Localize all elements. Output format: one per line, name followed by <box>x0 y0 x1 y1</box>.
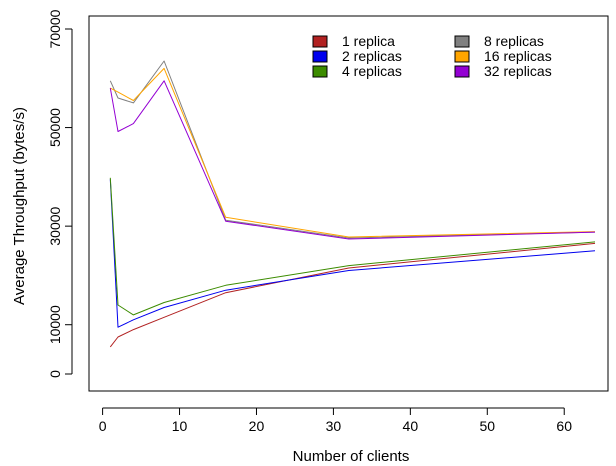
plot-frame <box>88 15 609 392</box>
legend-label: 8 replicas <box>484 33 544 49</box>
legend-swatch <box>312 35 328 48</box>
legend-swatch <box>454 50 470 63</box>
y-axis: 0 10000 30000 50000 70000 <box>47 9 73 378</box>
legend-swatch <box>454 35 470 48</box>
x-tick-label: 30 <box>326 418 342 434</box>
series-line-0 <box>109 242 596 348</box>
y-tick-label: 30000 <box>47 206 63 245</box>
series-line-4 <box>110 67 596 238</box>
x-tick-label: 10 <box>172 418 188 434</box>
series-lines <box>109 60 596 348</box>
legend-swatch <box>454 65 470 78</box>
legend-swatch <box>312 50 328 63</box>
series-line-1 <box>109 179 596 328</box>
y-tick-label: 10000 <box>47 305 63 344</box>
legend-label: 32 replicas <box>484 63 552 79</box>
y-axis-label: Average Throughput (bytes/s) <box>11 107 28 305</box>
legend-swatch <box>312 65 328 78</box>
x-tick-label: 20 <box>249 418 265 434</box>
legend-label: 16 replicas <box>484 48 552 64</box>
y-tick-label: 50000 <box>47 108 63 147</box>
series-line-3 <box>109 60 596 239</box>
x-tick-label: 50 <box>479 418 495 434</box>
y-tick-label: 0 <box>47 370 63 378</box>
x-tick-label: 60 <box>556 418 572 434</box>
x-axis-label: Number of clients <box>293 448 410 465</box>
x-tick-label: 0 <box>99 418 107 434</box>
x-tick-label: 40 <box>403 418 419 434</box>
x-axis: 0 10 20 30 40 50 60 <box>99 407 572 434</box>
legend-label: 1 replica <box>342 33 395 49</box>
series-line-2 <box>109 177 596 316</box>
legend-label: 4 replicas <box>342 63 402 79</box>
series-line-5 <box>109 80 596 240</box>
y-tick-label: 70000 <box>47 9 63 48</box>
legend-label: 2 replicas <box>342 48 402 64</box>
